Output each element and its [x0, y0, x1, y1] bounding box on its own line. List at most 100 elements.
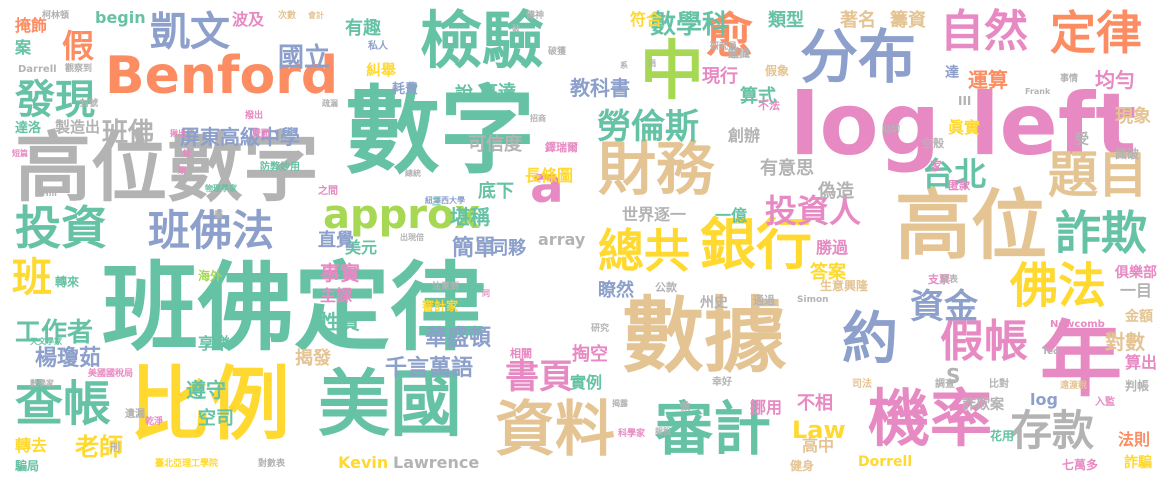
cloud-word: 教科書: [570, 78, 630, 98]
cloud-word: 轉去: [15, 438, 47, 454]
cloud-word: array: [538, 232, 585, 248]
cloud-word: 資料: [495, 400, 615, 460]
cloud-word: 詐欺案: [962, 398, 1004, 412]
cloud-word: 世界逐一: [622, 207, 686, 223]
cloud-word: Darrell: [18, 65, 57, 75]
cloud-word: 佛法: [1010, 262, 1106, 310]
cloud-word: 中: [640, 40, 704, 104]
cloud-word: 花用: [990, 430, 1014, 442]
cloud-word: 相關: [510, 348, 532, 359]
cloud-word: 招商: [530, 115, 546, 123]
cloud-word: 有意思: [760, 160, 814, 178]
cloud-word: 疏漏: [322, 100, 338, 108]
cloud-word: III: [958, 95, 971, 107]
cloud-word: 破獲: [548, 48, 566, 57]
cloud-word: 騙局: [15, 460, 39, 472]
cloud-word: Lawrence: [393, 455, 479, 471]
cloud-word: 入監: [1095, 398, 1115, 408]
cloud-word: 投資: [15, 205, 107, 251]
cloud-word: 類: [178, 167, 186, 175]
cloud-word: 遠渡稅: [1060, 382, 1087, 391]
cloud-word: 達: [945, 66, 959, 80]
cloud-word: 存款: [1010, 410, 1094, 452]
cloud-word: 比例: [130, 365, 290, 445]
cloud-word: 創辦: [728, 128, 760, 144]
cloud-word: 符合: [630, 12, 662, 28]
cloud-word: 報稅: [655, 428, 671, 436]
cloud-word: 識破: [1115, 148, 1139, 160]
cloud-word: 一目: [1120, 283, 1152, 299]
cloud-word: Hill: [42, 190, 57, 198]
cloud-word: 掏空: [572, 346, 608, 364]
cloud-word: 均勻: [1095, 70, 1135, 90]
cloud-word: 揪出: [170, 130, 186, 138]
cloud-word: 捐: [648, 60, 656, 68]
cloud-word: 凱文: [150, 12, 230, 52]
cloud-word: 之間: [318, 187, 338, 197]
cloud-word: 公款: [655, 282, 677, 293]
cloud-word: 柯林頓: [42, 12, 69, 21]
cloud-word: 轉來: [55, 276, 79, 288]
cloud-word: 匿款: [948, 180, 970, 191]
cloud-word: 空司: [198, 410, 234, 428]
cloud-word: 達洛: [15, 122, 41, 135]
cloud-word: 注意到: [432, 283, 459, 292]
cloud-word: 製造出: [55, 120, 100, 135]
cloud-word: 堪稱: [450, 207, 490, 227]
cloud-word: 可信度: [468, 136, 522, 154]
cloud-word: 遺漏: [125, 410, 145, 420]
cloud-word: 長條圖: [525, 168, 573, 184]
cloud-word: 華盛頓: [425, 328, 491, 350]
cloud-word: 類型: [768, 12, 804, 30]
cloud-word: 詐騙: [1124, 456, 1152, 470]
cloud-word: Frank: [1025, 88, 1050, 96]
cloud-word: 算出: [1125, 355, 1157, 371]
cloud-word: 受: [1075, 133, 1089, 147]
cloud-word: 七萬多: [1062, 459, 1098, 471]
cloud-word: 直覺: [318, 232, 354, 250]
cloud-word: 千言萬語: [385, 358, 473, 380]
cloud-word: 破: [512, 25, 520, 33]
cloud-word: 波及: [232, 12, 264, 28]
cloud-word: 自然: [940, 10, 1028, 54]
cloud-word: 偽造: [818, 183, 854, 201]
cloud-word: 主課: [320, 288, 352, 304]
cloud-word: 筆: [214, 212, 223, 221]
cloud-word: 約: [842, 312, 898, 368]
cloud-word: 比對: [989, 380, 1009, 390]
cloud-word: 籌資: [890, 12, 926, 30]
cloud-word: 對數表: [258, 460, 285, 469]
cloud-word: 同: [482, 290, 490, 298]
cloud-word: 雙面: [252, 130, 270, 139]
cloud-word: 班佛法: [148, 210, 274, 252]
cloud-word: 封號: [80, 100, 98, 109]
cloud-word: 班佛: [102, 120, 154, 146]
cloud-word: 三: [432, 199, 441, 208]
cloud-word: 法則: [1118, 432, 1150, 448]
cloud-word: 健身: [790, 460, 814, 472]
cloud-word: 海外: [198, 270, 222, 282]
cloud-word: 生意興隆: [820, 280, 868, 292]
cloud-word: 高中: [802, 438, 834, 454]
cloud-word: 案: [15, 40, 31, 56]
cloud-word: 空殼: [922, 138, 944, 149]
cloud-word: 物理學家: [205, 185, 237, 193]
cloud-word: 私人: [368, 42, 388, 52]
cloud-word: 幸好: [712, 378, 732, 388]
cloud-word: 眞實: [948, 120, 980, 136]
cloud-word: 高達: [480, 84, 516, 102]
cloud-word: 研究: [591, 325, 609, 334]
cloud-word: 事實: [320, 263, 360, 283]
cloud-word: 總共: [598, 228, 690, 274]
cloud-word: 審計家: [422, 300, 458, 312]
cloud-word: 分布: [800, 28, 916, 86]
cloud-word: 國立: [278, 45, 330, 71]
cloud-word: 乾淨: [145, 418, 163, 427]
cloud-word: 發表: [940, 276, 958, 285]
cloud-word: 財務: [598, 140, 714, 198]
cloud-word: 班: [12, 258, 52, 298]
cloud-word: 刑: [110, 444, 120, 454]
cloud-word: 傳神: [526, 12, 544, 21]
cloud-word: 遵守: [186, 380, 226, 400]
cloud-word: 同夥: [490, 240, 526, 258]
